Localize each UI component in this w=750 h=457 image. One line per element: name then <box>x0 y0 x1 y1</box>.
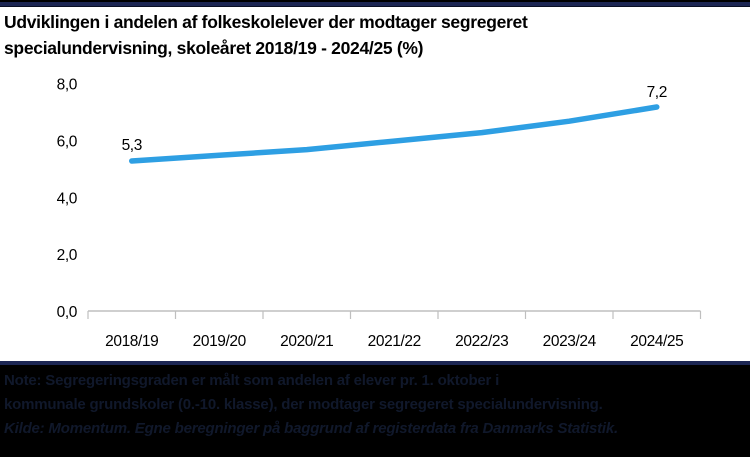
x-axis-category-label: 2018/19 <box>105 333 158 350</box>
y-axis-tick-label: 6,0 <box>57 134 78 151</box>
x-axis-category-label: 2021/22 <box>368 333 421 350</box>
data-label-last: 7,2 <box>647 84 667 101</box>
footer-note-bar: Note: Segregeringsgraden er målt som and… <box>0 361 750 457</box>
y-axis-tick-label: 0,0 <box>57 304 78 321</box>
footer-note-line-2: kommunale grundskoler (0.-10. klasse), d… <box>4 396 603 413</box>
data-label-first: 5,3 <box>122 137 142 154</box>
y-axis-tick-label: 4,0 <box>57 190 78 207</box>
y-axis-tick-label: 8,0 <box>57 77 78 94</box>
x-axis-category-label: 2024/25 <box>630 333 683 350</box>
x-axis-category-label: 2023/24 <box>543 333 597 350</box>
footer-source-line: Kilde: Momentum. Egne beregninger på bag… <box>4 420 618 437</box>
y-axis-tick-label: 2,0 <box>57 247 78 264</box>
data-line <box>129 104 660 164</box>
x-axis-category-label: 2020/21 <box>280 333 333 350</box>
chart-title: Udviklingen i andelen af folkeskolelever… <box>4 12 528 58</box>
footer-note-line-1: Note: Segregeringsgraden er målt som and… <box>4 372 500 389</box>
x-axis-category-label: 2022/23 <box>455 333 508 350</box>
top-border-line <box>0 0 750 7</box>
x-axis-category-label: 2019/20 <box>193 333 247 350</box>
line-chart: 0,0 2,0 4,0 6,0 8,0 2018/19 2019/20 2020/21 2021… <box>57 77 702 350</box>
